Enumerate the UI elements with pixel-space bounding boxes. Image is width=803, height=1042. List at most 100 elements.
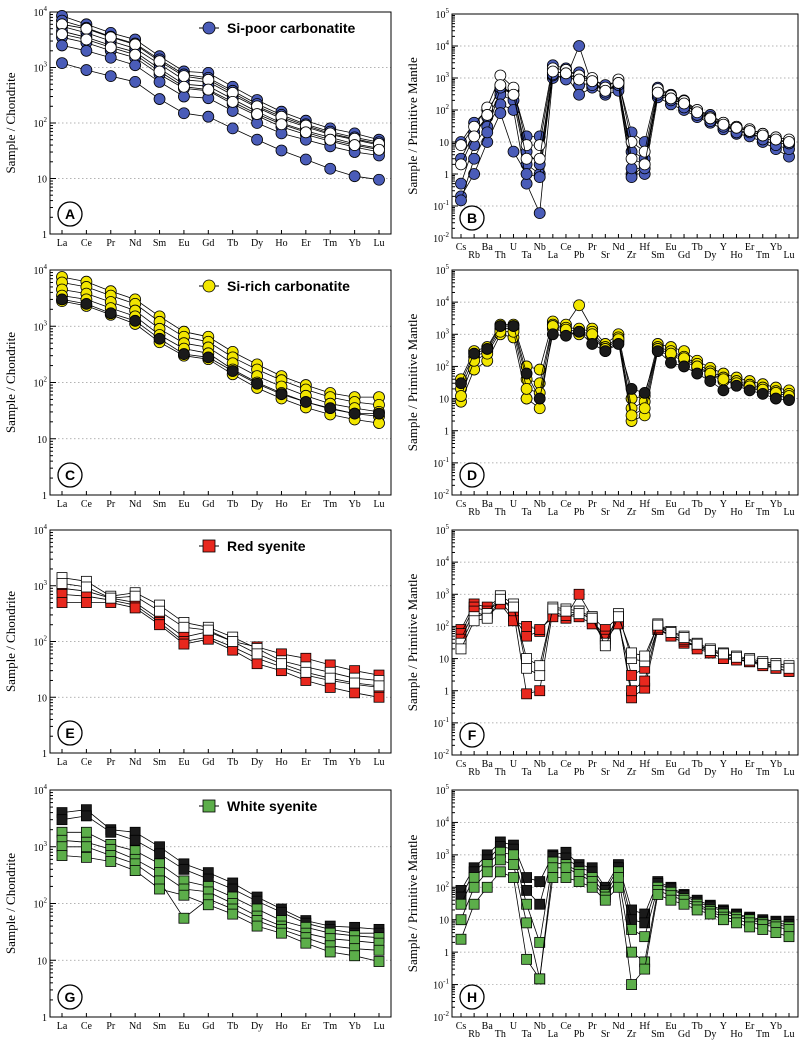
data-point <box>547 872 559 883</box>
data-point <box>770 660 782 672</box>
data-point <box>104 51 117 64</box>
x-tick-label-Tm: Tm <box>756 767 770 778</box>
data-point <box>80 597 92 608</box>
data-point <box>573 876 585 887</box>
data-point <box>625 382 638 395</box>
data-point <box>202 83 215 96</box>
data-point <box>468 898 480 910</box>
data-point <box>612 77 625 89</box>
x-tick-label-Pb: Pb <box>574 507 585 518</box>
data-point <box>178 863 190 875</box>
y-axis-label: Sample / Chondrite <box>3 332 18 433</box>
data-point <box>468 130 481 143</box>
x-tick-label-Ta: Ta <box>522 250 532 261</box>
y-tick-label: 1 <box>444 170 449 181</box>
x-tick-label-Rb: Rb <box>468 767 480 778</box>
x-tick-label-Yb: Yb <box>770 499 782 510</box>
data-point <box>599 345 612 357</box>
x-tick-label-Pr: Pr <box>588 242 598 253</box>
data-point <box>324 402 337 415</box>
data-point <box>80 581 92 593</box>
x-tick-label-Sr: Sr <box>601 507 611 518</box>
x-tick-label-Ta: Ta <box>522 1029 532 1040</box>
x-tick-label-La: La <box>57 499 68 510</box>
x-tick-label-Lu: Lu <box>373 499 384 510</box>
y-tick-label: 103 <box>34 840 48 854</box>
data-point <box>586 881 598 893</box>
data-point <box>455 914 467 926</box>
data-point <box>665 894 677 906</box>
data-point <box>691 638 703 650</box>
data-point <box>717 384 730 397</box>
x-tick-label-Cs: Cs <box>456 242 467 253</box>
data-point <box>704 644 716 656</box>
data-point <box>227 636 239 647</box>
data-point <box>691 106 704 119</box>
data-point <box>599 84 612 97</box>
data-point <box>348 139 361 151</box>
x-tick-label-Yb: Yb <box>348 1021 360 1032</box>
y-tick-label: 10-2 <box>433 748 449 762</box>
x-tick-label-Pr: Pr <box>106 1021 116 1032</box>
x-tick-label-Ce: Ce <box>81 238 93 249</box>
x-tick-label-Zr: Zr <box>627 507 637 518</box>
data-point <box>586 612 598 624</box>
x-tick-label-Pb: Pb <box>574 1029 585 1040</box>
x-tick-label-Rb: Rb <box>468 507 480 518</box>
y-tick-label: 105 <box>436 263 450 277</box>
x-tick-label-Th: Th <box>495 507 506 518</box>
x-tick-label-Tm: Tm <box>756 250 770 261</box>
data-point <box>573 588 585 600</box>
x-tick-label-Dy: Dy <box>251 1021 263 1032</box>
data-point <box>104 70 117 82</box>
panel-label-badge <box>459 462 485 488</box>
data-point <box>560 605 572 617</box>
y-tick-label: 102 <box>436 359 450 373</box>
x-tick-label-Sr: Sr <box>601 1029 611 1040</box>
panel-C: 1 10 102 103 104 Sample / Chondrite La Ce Pr Nd Sm… <box>3 263 392 510</box>
x-tick-label-Ta: Ta <box>522 767 532 778</box>
x-tick-label-Th: Th <box>495 250 506 261</box>
data-point <box>533 207 546 219</box>
data-point <box>226 95 239 108</box>
data-point <box>652 889 664 900</box>
x-tick-label-Pr: Pr <box>106 757 116 768</box>
x-tick-label-Lu: Lu <box>783 507 794 518</box>
data-point <box>129 38 142 51</box>
data-point <box>481 343 494 355</box>
x-tick-label-Tm: Tm <box>323 1021 337 1032</box>
data-point <box>626 685 637 697</box>
data-point <box>731 651 742 663</box>
legend-marker <box>202 799 216 813</box>
data-point <box>202 110 215 123</box>
x-tick-label-Nb: Nb <box>534 242 546 253</box>
y-tick-label: 1 <box>42 749 47 760</box>
y-axis-label: Sample / Chondrite <box>3 591 18 692</box>
x-tick-label-Tb: Tb <box>692 499 703 510</box>
data-point <box>468 615 480 627</box>
data-point <box>521 872 532 883</box>
y-axis-label: Sample / Primitive Mantle <box>405 57 420 195</box>
data-point <box>373 956 385 967</box>
plot-frame <box>49 269 392 496</box>
data-point <box>80 810 92 822</box>
x-tick-label-Ce: Ce <box>560 759 572 770</box>
x-tick-label-Pr: Pr <box>588 1021 598 1032</box>
x-tick-label-Zr: Zr <box>627 767 637 778</box>
y-tick-label: 10 <box>439 138 449 149</box>
data-point <box>80 826 92 838</box>
x-tick-label-Tm: Tm <box>756 1029 770 1040</box>
data-point <box>704 908 716 920</box>
x-tick-label-Nd: Nd <box>129 757 141 768</box>
data-point <box>455 898 467 910</box>
y-tick-label: 1 <box>444 427 449 438</box>
x-tick-label-Tm: Tm <box>323 757 337 768</box>
data-point <box>639 675 651 687</box>
data-point <box>638 145 651 158</box>
x-tick-label-Lu: Lu <box>373 1021 384 1032</box>
data-point <box>481 109 494 121</box>
data-point <box>521 662 532 674</box>
y-tick-label: 10-1 <box>433 199 449 213</box>
data-point <box>56 850 68 861</box>
panel-label-badge <box>57 462 83 488</box>
